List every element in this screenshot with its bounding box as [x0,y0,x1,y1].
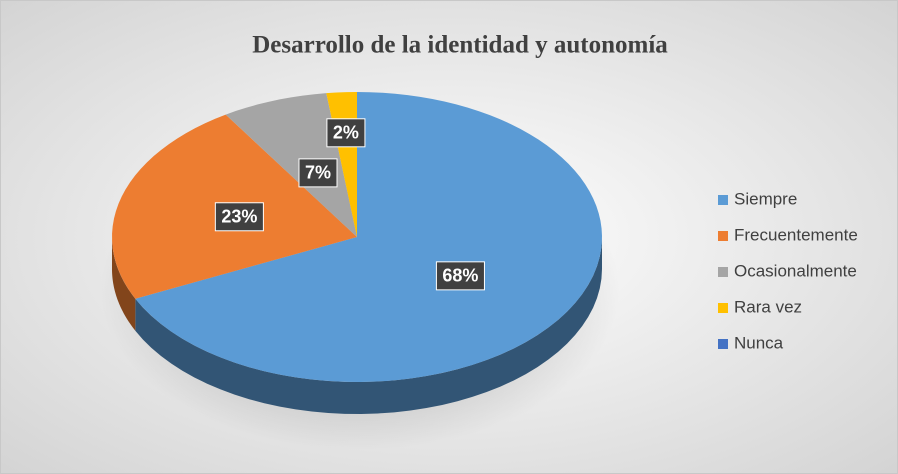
slice [225,93,357,237]
data-label: 23% [221,207,257,227]
data-label-group: 68% [435,261,485,291]
legend-label: Nunca [734,333,784,352]
slice-side [112,237,136,331]
data-label-bg [214,202,264,232]
legend-swatch [718,231,728,241]
data-label-bg [298,158,338,188]
data-label-group: 23% [214,202,264,232]
legend-label: Rara vez [734,297,802,316]
data-label: 7% [305,163,331,183]
data-label-bg [435,261,485,291]
chart-title: Desarrollo de la identidad y autonomía [252,32,668,59]
legend-label: Ocasionalmente [734,261,857,280]
slice [135,92,602,382]
legend-swatch [718,267,728,277]
data-label-group: 2% [326,118,366,148]
legend-label: Siempre [734,189,797,208]
legend-swatch [718,303,728,313]
slice-side [135,237,602,414]
data-label-group: 7% [298,158,338,188]
legend-swatch [718,195,728,205]
data-label: 2% [333,123,359,143]
legend-swatch [718,339,728,349]
data-label-bg [326,118,366,148]
data-label: 68% [442,266,478,286]
legend-label: Frecuentemente [734,225,858,244]
